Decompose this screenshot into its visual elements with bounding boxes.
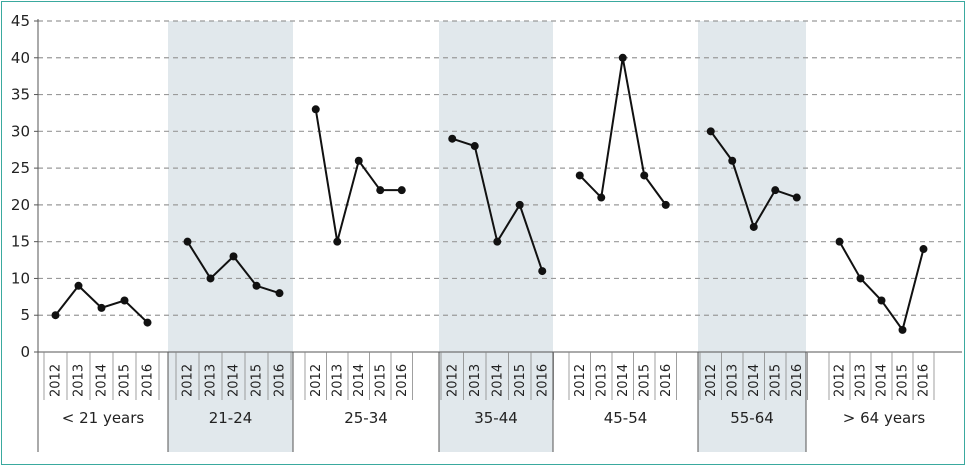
data-point-4-2012 (575, 171, 584, 180)
year-label: 2012 (833, 364, 848, 397)
year-label: 2016 (273, 364, 288, 397)
group-label-2: 25-34 (344, 409, 388, 427)
year-label: 2015 (118, 364, 133, 397)
year-label: 2012 (181, 364, 196, 397)
data-point-5-2014 (749, 222, 758, 231)
ytick-label-20: 20 (11, 196, 30, 214)
data-point-1-2015 (252, 281, 261, 290)
year-label: 2013 (594, 364, 609, 397)
data-point-5-2016 (792, 193, 801, 202)
data-point-0-2013 (74, 281, 83, 290)
year-label: 2013 (468, 364, 483, 397)
year-label: 2016 (141, 364, 156, 397)
year-label: 2014 (747, 364, 762, 397)
data-point-5-2012 (706, 127, 715, 136)
data-point-2-2012 (311, 105, 320, 114)
band-1 (168, 21, 293, 452)
group-label-5: 55-64 (730, 409, 774, 427)
data-point-6-2014 (877, 296, 886, 305)
year-label: 2016 (395, 364, 410, 397)
year-label: 2014 (490, 364, 505, 397)
group-label-1: 21-24 (209, 409, 253, 427)
data-point-6-2016 (919, 245, 928, 254)
data-point-0-2016 (143, 318, 152, 327)
year-label: 2012 (445, 364, 460, 397)
data-point-2-2016 (397, 186, 406, 195)
data-point-6-2013 (856, 274, 865, 283)
series-line-2 (314, 109, 402, 242)
data-point-3-2016 (538, 267, 547, 276)
data-point-4-2013 (597, 193, 606, 202)
data-point-4-2015 (640, 171, 649, 180)
data-point-4-2014 (618, 53, 627, 62)
year-label: 2014 (95, 364, 110, 397)
year-label: 2016 (790, 364, 805, 397)
data-point-5-2015 (771, 186, 780, 195)
ytick-label-25: 25 (11, 159, 30, 177)
band-5 (698, 21, 806, 452)
year-label: 2015 (896, 364, 911, 397)
data-point-0-2012 (51, 311, 60, 320)
year-label: 2014 (352, 364, 367, 397)
year-label: 2015 (513, 364, 528, 397)
data-point-4-2016 (661, 200, 670, 209)
year-label: 2012 (309, 364, 324, 397)
series-line-6 (838, 241, 925, 333)
data-point-3-2012 (448, 134, 457, 143)
year-label: 2015 (373, 364, 388, 397)
ytick-label-40: 40 (11, 49, 30, 67)
year-label: 2015 (250, 364, 265, 397)
data-point-5-2013 (728, 156, 737, 165)
year-label: 2013 (330, 364, 345, 397)
group-label-6: > 64 years (843, 409, 926, 427)
year-label: 2012 (573, 364, 588, 397)
year-label: 2014 (227, 364, 242, 397)
data-point-2-2015 (376, 186, 385, 195)
ytick-label-45: 45 (11, 12, 30, 30)
data-point-1-2016 (275, 289, 284, 298)
year-label: 2016 (535, 364, 550, 397)
data-point-2-2014 (354, 156, 363, 165)
data-point-1-2013 (206, 274, 215, 283)
year-label: 2016 (917, 364, 932, 397)
ytick-label-5: 5 (20, 306, 30, 324)
data-point-0-2015 (120, 296, 129, 305)
data-point-0-2014 (97, 303, 106, 312)
group-label-4: 45-54 (604, 409, 648, 427)
year-label: 2013 (854, 364, 869, 397)
ytick-label-0: 0 (20, 343, 30, 361)
ytick-label-35: 35 (11, 86, 30, 104)
year-label: 2016 (659, 364, 674, 397)
data-point-6-2012 (835, 237, 844, 246)
ytick-label-15: 15 (11, 233, 30, 251)
data-point-3-2015 (515, 200, 524, 209)
year-label: 2014 (875, 364, 890, 397)
year-label: 2013 (204, 364, 219, 397)
ytick-label-10: 10 (11, 269, 30, 287)
year-label: 2012 (49, 364, 64, 397)
year-label: 2012 (704, 364, 719, 397)
data-point-3-2014 (493, 237, 502, 246)
year-label: 2015 (637, 364, 652, 397)
data-point-3-2013 (470, 142, 479, 151)
data-point-1-2012 (183, 237, 192, 246)
group-label-3: 35-44 (474, 409, 518, 427)
ytick-label-30: 30 (11, 122, 30, 140)
data-point-2-2013 (333, 237, 342, 246)
year-label: 2014 (616, 364, 631, 397)
group-label-0: < 21 years (62, 409, 145, 427)
data-point-6-2015 (898, 325, 907, 334)
year-label: 2015 (768, 364, 783, 397)
year-label: 2013 (72, 364, 87, 397)
data-point-1-2014 (229, 252, 238, 261)
year-label: 2013 (725, 364, 740, 397)
